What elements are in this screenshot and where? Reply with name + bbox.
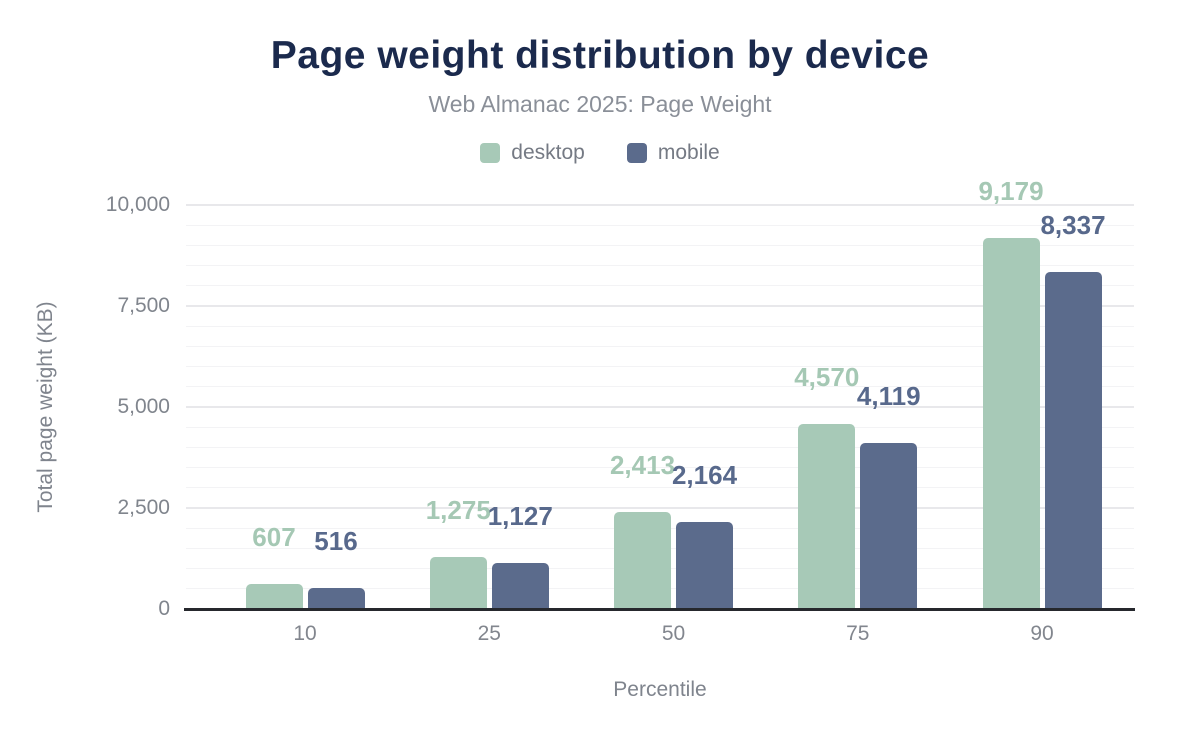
- x-tick-label-50: 50: [661, 622, 686, 645]
- legend-item-mobile[interactable]: mobile: [626, 141, 720, 165]
- x-axis-title: Percentile: [613, 678, 707, 701]
- desktop-value-label-p90: 9,179: [978, 176, 1044, 207]
- x-tick-label-75: 75: [846, 622, 870, 645]
- mobile-bar-p50[interactable]: [676, 521, 733, 609]
- x-tick-label-25: 25: [477, 622, 501, 645]
- minor-gridline: [186, 325, 1134, 327]
- minor-gridline: [186, 386, 1134, 388]
- mobile-value-label-p90: 8,337: [1040, 210, 1106, 241]
- minor-gridline: [186, 265, 1134, 267]
- minor-gridline: [186, 345, 1134, 347]
- desktop-bar-p10[interactable]: [245, 584, 303, 609]
- minor-gridline: [186, 285, 1134, 287]
- mobile-bar-p90[interactable]: [1044, 272, 1102, 609]
- major-gridline: [186, 204, 1134, 206]
- mobile-value-label-p75: 4,119: [856, 380, 921, 411]
- desktop-value-label-p10: 607: [252, 522, 296, 553]
- minor-gridline: [186, 467, 1134, 469]
- desktop-value-label-p50: 2,413: [609, 449, 676, 480]
- desktop-bar-p25[interactable]: [429, 557, 487, 609]
- y-tick-label: 0: [158, 597, 170, 620]
- minor-gridline: [186, 487, 1134, 489]
- y-tick-label: 5,000: [117, 395, 170, 418]
- chart-subtitle: Web Almanac 2025: Page Weight: [428, 91, 772, 117]
- desktop-legend-swatch: [480, 143, 501, 163]
- desktop-legend-label: desktop: [511, 141, 585, 164]
- chart-title: Page weight distribution by device: [270, 34, 930, 77]
- desktop-value-label-p25: 1,275: [425, 495, 491, 526]
- desktop-bar-p50[interactable]: [614, 511, 671, 609]
- mobile-legend-swatch: [626, 143, 647, 163]
- desktop-value-label-p75: 4,570: [794, 362, 860, 393]
- mobile-legend-label: mobile: [657, 141, 720, 164]
- legend-item-desktop[interactable]: desktop: [480, 141, 585, 165]
- y-axis-title: Total page weight (KB): [34, 301, 57, 513]
- minor-gridline: [186, 426, 1134, 428]
- minor-gridline: [186, 224, 1134, 226]
- major-gridline: [186, 406, 1134, 408]
- legend: desktop mobile: [0, 141, 1200, 165]
- minor-gridline: [186, 446, 1134, 448]
- x-tick-label-10: 10: [293, 622, 317, 645]
- mobile-value-label-p50: 2,164: [671, 459, 738, 490]
- y-tick-label: 7,500: [117, 294, 170, 317]
- mobile-bar-p10[interactable]: [307, 588, 365, 609]
- mobile-value-label-p25: 1,127: [487, 501, 553, 532]
- minor-gridline: [186, 366, 1134, 368]
- mobile-bar-p25[interactable]: [491, 563, 549, 609]
- x-tick-label-90: 90: [1030, 622, 1054, 645]
- desktop-bar-p90[interactable]: [982, 238, 1040, 609]
- major-gridline: [186, 305, 1134, 307]
- x-axis-line: [184, 608, 1135, 611]
- y-tick-label: 10,000: [105, 193, 170, 216]
- mobile-value-label-p10: 516: [314, 526, 358, 557]
- y-tick-label: 2,500: [117, 496, 170, 519]
- desktop-bar-p75[interactable]: [798, 424, 856, 609]
- mobile-bar-p75[interactable]: [860, 442, 918, 609]
- major-gridline: [186, 507, 1134, 509]
- minor-gridline: [186, 244, 1134, 246]
